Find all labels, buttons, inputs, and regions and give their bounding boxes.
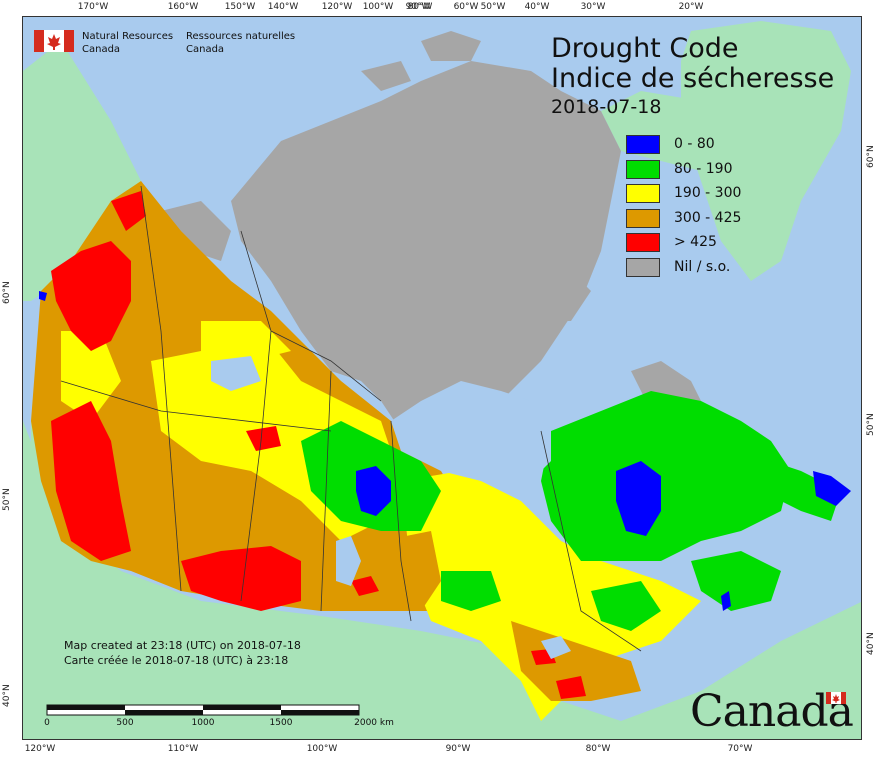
top-tick-label: 80°W <box>407 2 433 12</box>
top-tick-label: 160°W <box>167 2 199 12</box>
map-title-english: Drought Code <box>551 33 739 64</box>
top-tick-label: 120°W <box>321 2 353 12</box>
credit-french: Carte créée le 2018-07-18 (UTC) à 23:18 <box>64 654 289 667</box>
right-tick-label: 40°N <box>866 632 876 655</box>
bottom-tick-label: 80°W <box>585 744 611 754</box>
legend-label: 0 - 80 <box>674 136 715 152</box>
wordmark-flag-icon <box>826 692 846 704</box>
right-tick-label: 60°N <box>866 145 876 168</box>
scale-label: 0 <box>44 718 50 728</box>
drought-code-map <box>23 21 861 739</box>
top-tick-label: 140°W <box>267 2 299 12</box>
legend-swatch <box>626 257 660 277</box>
top-tick-label: 150°W <box>224 2 256 12</box>
bottom-tick-label: 120°W <box>24 744 56 754</box>
org-name-english-line1: Natural Resources <box>82 31 174 42</box>
scale-label: 1500 <box>269 718 293 728</box>
top-tick-label: 60°W <box>453 2 479 12</box>
top-tick-label: 20°W <box>678 2 704 12</box>
legend-label: > 425 <box>674 234 717 250</box>
org-name-english-line2: Canada <box>82 44 121 55</box>
legend-label: 190 - 300 <box>674 185 742 201</box>
right-tick-label: 50°N <box>866 413 876 436</box>
legend-label: 300 - 425 <box>674 209 742 226</box>
legend-swatch <box>626 233 660 252</box>
map-date: 2018-07-18 <box>551 96 662 118</box>
scale-label: 500 <box>116 718 134 728</box>
top-tick-label: 30°W <box>580 2 606 12</box>
left-tick-label: 50°N <box>2 488 12 511</box>
top-tick-label: 100°W <box>362 2 394 12</box>
legend-swatch <box>626 208 660 228</box>
left-tick-label: 60°N <box>2 281 12 304</box>
org-name-french-line1: Ressources naturelles <box>186 31 296 42</box>
org-name-english: Natural Resources Canada <box>82 30 173 56</box>
bottom-tick-label: 110°W <box>167 744 199 754</box>
bottom-tick-label: 70°W <box>727 744 753 754</box>
scale-bar <box>46 704 360 716</box>
bottom-tick-label: 90°W <box>445 744 471 754</box>
legend-swatch <box>626 184 660 203</box>
hudson-bay <box>391 381 551 491</box>
bottom-tick-label: 100°W <box>306 744 338 754</box>
legend-swatch <box>626 135 660 154</box>
map-title-french: Indice de sécheresse <box>551 63 835 94</box>
top-tick-label: 90°W <box>405 2 431 12</box>
top-tick-label: 40°W <box>524 2 550 12</box>
credit-english: Map created at 23:18 (UTC) on 2018-07-18 <box>64 639 301 652</box>
top-tick-label: 50°W <box>480 2 506 12</box>
legend-swatch <box>626 159 660 179</box>
org-name-french-line2: Canada <box>186 44 225 55</box>
legend-label: 80 - 190 <box>674 160 733 177</box>
canada-flag-icon <box>34 30 74 52</box>
drought-zones <box>31 181 851 721</box>
provincial-boundaries <box>60 185 642 652</box>
scale-label: 1000 <box>191 718 215 728</box>
legend-label: Nil / s.o. <box>674 258 731 275</box>
scale-label: 2000 km <box>354 718 394 728</box>
left-tick-label: 40°N <box>2 684 12 707</box>
map-frame <box>22 16 862 740</box>
org-name-french: Ressources naturelles Canada <box>186 30 295 56</box>
top-tick-label: 170°W <box>77 2 109 12</box>
